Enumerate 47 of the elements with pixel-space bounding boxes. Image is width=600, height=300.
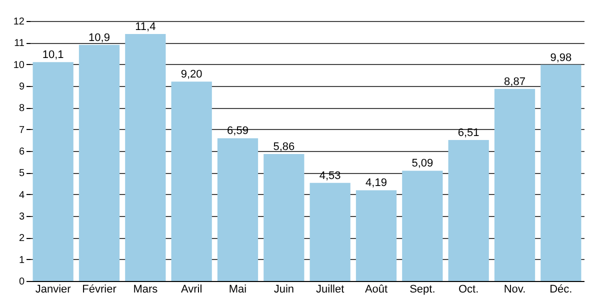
data-label: 5,86 [273,141,295,154]
y-tick-label: 9 [18,82,25,92]
x-tick-label: Juillet [316,284,344,296]
x-tick-label: Sept. [410,284,436,296]
bar [540,64,582,281]
data-label: 6,51 [458,126,480,139]
x-tick-label: Oct. [458,284,479,296]
y-tick-label: 1 [18,254,25,266]
x-tick-label: Août [364,284,388,296]
x-tick-label: Janvier [35,284,72,296]
x-tick-label: Mars [133,284,158,296]
x-tick-label: Juin [274,284,294,296]
y-tick-label: 2 [18,233,25,244]
bar [310,182,350,281]
bar [448,140,489,281]
y-tick-label: 10 [13,60,25,71]
x-tick-label: Nov. [504,284,526,296]
data-label: 5,09 [412,158,434,170]
x-tick-label: Mai [228,284,247,296]
x-tick-label: Février [82,284,117,296]
bar [217,138,258,281]
bar [125,34,166,281]
y-tick-label: 0 [18,276,25,288]
data-label: 8,87 [504,76,526,88]
bar [32,62,74,281]
y-tick-label: 5 [18,168,25,180]
bar [402,170,443,281]
y-tick-label: 4 [18,190,25,201]
data-label: 9,98 [550,52,572,64]
data-label: 11,4 [135,21,156,33]
bar [356,190,397,281]
x-tick-label: Déc. [550,284,572,296]
bar [171,82,212,281]
data-label: 4,19 [366,177,387,190]
y-tick-label: 3 [18,212,25,222]
data-label: 10,9 [88,32,110,44]
y-tick-label: 7 [18,124,25,136]
y-tick-label: 11 [14,38,25,50]
bar [78,44,120,281]
bar [494,88,536,281]
data-label: 9,20 [180,68,202,81]
y-tick-label: 12 [13,16,25,28]
data-label: 10,1 [42,49,64,62]
x-tick-label: Avril [180,284,202,296]
y-tick-label: 6 [18,146,25,158]
y-tick-label: 8 [18,103,25,114]
bar [264,154,304,281]
